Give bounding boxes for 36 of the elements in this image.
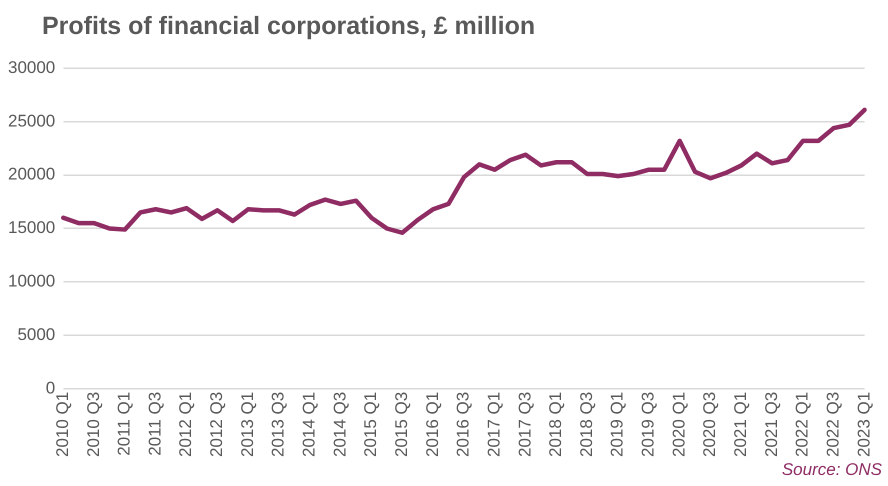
x-tick-label: 2018 Q1: [546, 392, 566, 458]
x-tick-label: 2013 Q3: [268, 392, 288, 458]
x-tick-label: 2020 Q1: [669, 392, 688, 458]
x-tick-label: 2021 Q3: [762, 392, 781, 458]
source-note: Source: ONS: [782, 460, 882, 480]
x-tick-label: 2010 Q1: [52, 392, 72, 458]
x-tick-label: 2013 Q1: [238, 392, 257, 458]
x-tick-label: 2016 Q1: [422, 392, 442, 458]
x-tick-label: 2019 Q1: [608, 392, 627, 458]
x-tick-label: 2012 Q3: [207, 392, 226, 458]
x-tick-label: 2010 Q3: [84, 392, 103, 458]
y-tick-label: 0: [46, 378, 56, 398]
y-tick-label: 25000: [8, 111, 56, 130]
x-tick-label: 2023 Q1: [854, 392, 874, 458]
y-tick-label: 15000: [8, 218, 56, 238]
x-tick-label: 2014 Q1: [300, 392, 319, 458]
x-tick-label: 2015 Q3: [392, 392, 411, 458]
x-tick-label: 2014 Q3: [330, 392, 350, 458]
x-tick-label: 2022 Q3: [823, 392, 842, 458]
y-tick-label: 20000: [8, 164, 56, 184]
x-tick-label: 2018 Q3: [576, 392, 596, 458]
y-tick-label: 10000: [8, 272, 56, 291]
x-tick-label: 2011 Q3: [145, 392, 164, 456]
x-tick-label: 2019 Q3: [638, 392, 658, 458]
x-tick-label: 2015 Q1: [361, 392, 380, 458]
x-tick-label: 2017 Q1: [484, 392, 504, 458]
x-tick-label: 2017 Q3: [515, 392, 534, 458]
x-tick-label: 2022 Q1: [792, 392, 812, 458]
chart-title: Profits of financial corporations, £ million: [42, 12, 536, 41]
y-tick-label: 5000: [17, 325, 56, 344]
x-tick-label: 2016 Q3: [454, 392, 473, 458]
x-tick-label: 2011 Q1: [114, 392, 134, 456]
x-tick-label: 2020 Q3: [700, 392, 720, 458]
x-tick-label: 2021 Q1: [731, 392, 750, 458]
x-tick-label: 2012 Q1: [176, 392, 196, 458]
y-tick-label: 30000: [8, 58, 56, 77]
